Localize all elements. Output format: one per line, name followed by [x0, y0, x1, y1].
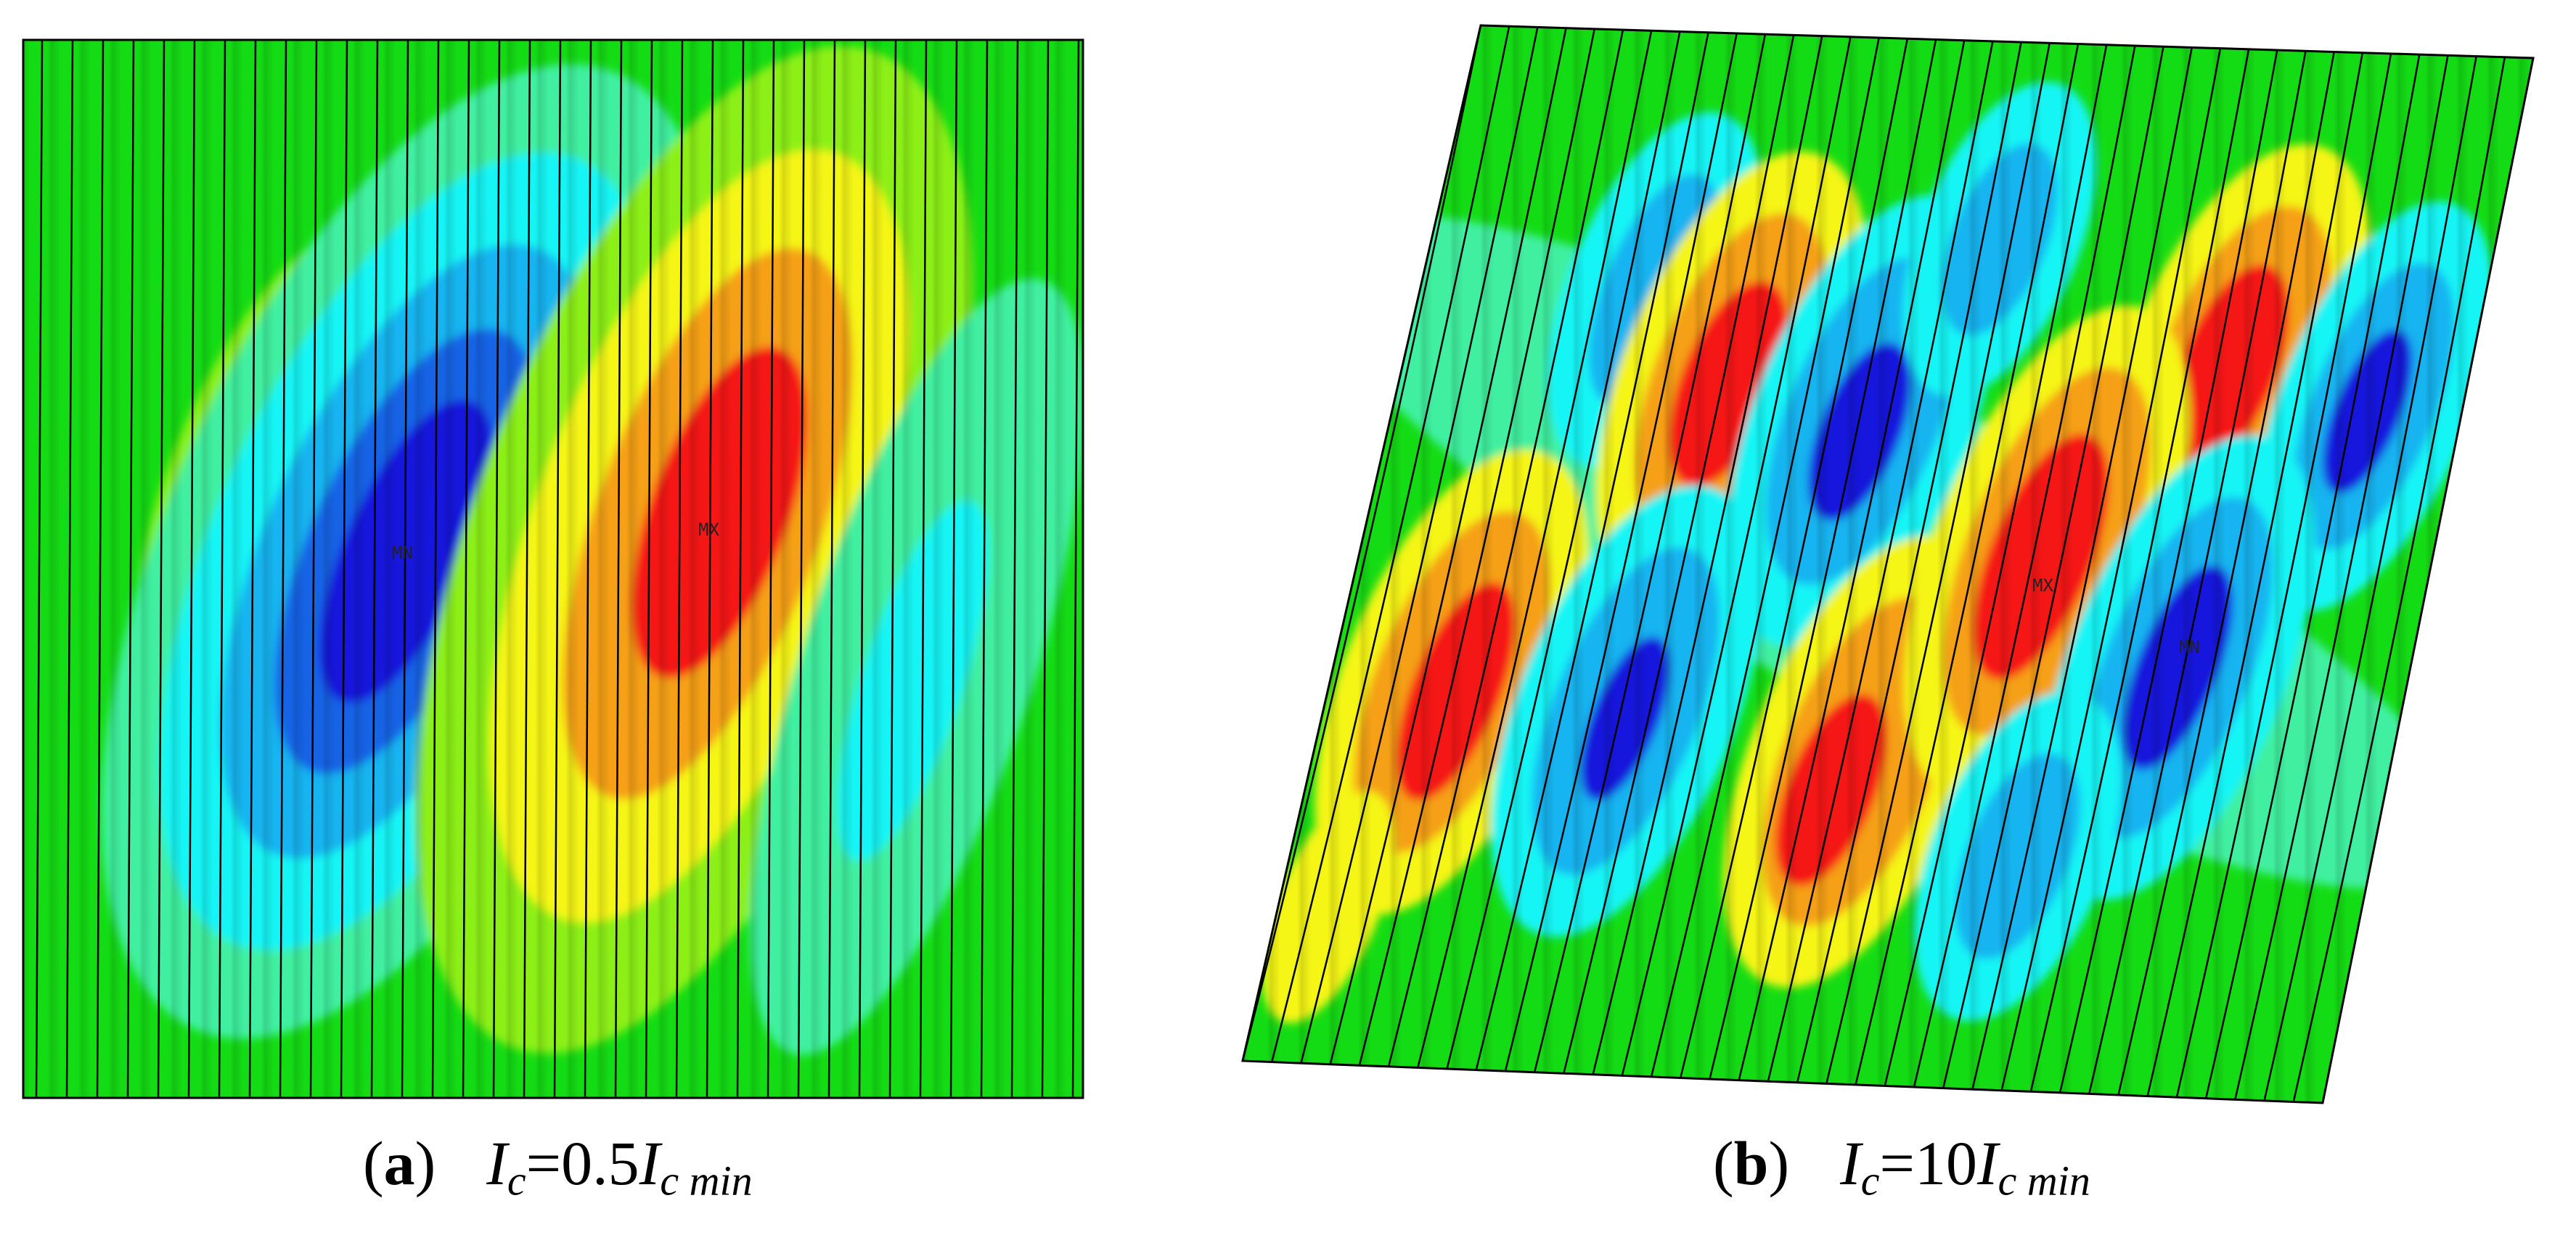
panel-b-rib-line: [1621, 36, 1852, 1076]
panel-b-rib-line: [2000, 48, 2222, 1091]
panel-a-rib-line: [858, 40, 867, 1098]
panel-a-rib-line: [949, 40, 958, 1098]
panel-b-letter: b: [1733, 1128, 1769, 1198]
panel-b-rhs-symbol: I: [1977, 1128, 1998, 1198]
panel-a-rib-line: [96, 40, 105, 1098]
panel-a-rib-line: [65, 40, 74, 1098]
panel-a-frame: [22, 38, 1084, 1099]
panel-b-rib-line: [1884, 44, 2108, 1086]
panel-b-rib-line: [1504, 33, 1738, 1072]
panel-a-letter: a: [383, 1128, 415, 1198]
panel-a-rib-line: [35, 40, 44, 1098]
panel-a-rhs-symbol: I: [639, 1128, 661, 1198]
panel-a-min-marker: MN: [392, 543, 413, 563]
panel-a-rib-line: [675, 40, 684, 1098]
panel-b-rib-line: [1855, 44, 2080, 1086]
panel-a-rib-line: [462, 40, 470, 1098]
panel-b-rib-line: [1709, 39, 1937, 1080]
panel-a-rib-line: [340, 40, 348, 1098]
panel-a-subscript: c: [507, 1157, 526, 1205]
panel-a-rib-line: [279, 40, 287, 1098]
panel-a-rib-line: [523, 40, 531, 1098]
panel-a-rib-line: [980, 40, 989, 1098]
panel-a-rib-line: [248, 40, 257, 1098]
panel-a-rib-line: [706, 40, 714, 1098]
panel-a-rib-line: [157, 40, 165, 1098]
panel-a-rib-line: [1010, 40, 1019, 1098]
panel-b-rib-line: [2029, 49, 2250, 1092]
panel-a-rib-lines: [35, 40, 1109, 1098]
panel-a-rib-line: [827, 40, 836, 1098]
panel-b-rib-line: [1417, 30, 1653, 1068]
panel-a-rib-line: [766, 40, 775, 1098]
panel-a-rib-line: [401, 40, 409, 1098]
panel-a-rib-line: [797, 40, 806, 1098]
panel-b-rhs-subscript: c min: [1998, 1157, 2090, 1205]
panel-a-rib-line: [187, 40, 196, 1098]
panel-a-rib-line: [736, 40, 745, 1098]
panel-a-rib-line: [1103, 40, 1109, 1098]
panel-b-rib-line: [1358, 28, 1595, 1066]
panel-a-rib-line: [309, 40, 318, 1098]
panel-b-rib-line: [1446, 31, 1681, 1070]
panel-b-rib-line: [2175, 53, 2392, 1098]
panel-b-caption: (b) Ic=10Ic min: [1713, 1128, 2090, 1205]
panel-b-max-marker: MX: [2032, 575, 2053, 596]
panel-b-rib-line: [1329, 28, 1567, 1065]
panel-a-rib-line: [645, 40, 653, 1098]
panel-b-value: =10: [1879, 1128, 1978, 1198]
panel-b-rib-line: [2204, 54, 2421, 1099]
panel-a-rhs-subscript: c min: [660, 1157, 753, 1205]
panel-b-rib-line: [1767, 41, 1994, 1082]
panel-b-rib-line: [1796, 41, 2022, 1083]
panel-b-rib-line: [1533, 33, 1767, 1072]
panel-b-rib-line: [2263, 56, 2477, 1102]
panel-b-rib-line: [1563, 35, 1795, 1074]
panel-a-contour-plot: MN MX: [22, 38, 1109, 1099]
panel-b-symbol: I: [1840, 1128, 1861, 1198]
panel-a-rib-line: [492, 40, 501, 1098]
panel-a-rib-line: [553, 40, 562, 1098]
panel-b-rib-line: [1913, 45, 2136, 1088]
panel-b-rib-line: [1738, 40, 1966, 1080]
panel-b-rib-line: [1300, 27, 1539, 1064]
panel-b-contour-plot: MX MN: [1241, 24, 2535, 1104]
panel-a-max-marker: MX: [698, 520, 719, 540]
panel-b-rib-line: [1650, 37, 1880, 1078]
panel-a-rib-line: [1071, 40, 1080, 1098]
panel-a-caption: (a) Ic=0.5Ic min: [363, 1128, 753, 1205]
panel-b-rib-line: [2146, 52, 2364, 1096]
panel-b-rib-line: [1271, 25, 1510, 1062]
panel-b-frame: [1241, 24, 2535, 1104]
panel-a-rib-line: [584, 40, 592, 1098]
panel-b-rib-line: [1825, 43, 2051, 1084]
panel-b-rib-line: [1971, 47, 2193, 1090]
panel-a-rib-line: [1041, 40, 1050, 1098]
panel-b-rib-line: [1475, 32, 1709, 1070]
panel-b-rib-line: [2088, 51, 2307, 1094]
panel-a-rib-line: [218, 40, 226, 1098]
panel-a-rib-line: [888, 40, 897, 1098]
panel-b-rib-line: [2292, 57, 2506, 1102]
panel-a-rib-line: [126, 40, 135, 1098]
panel-b-rib-line: [1680, 38, 1909, 1078]
panel-b-rib-line: [1592, 36, 1823, 1075]
panel-b-rib-line: [1243, 25, 1482, 1062]
panel-a-rib-line: [919, 40, 928, 1098]
panel-a-rib-line: [614, 40, 623, 1098]
panel-a-symbol: I: [486, 1128, 507, 1198]
panel-b-rib-line: [1942, 46, 2164, 1088]
panel-b-rib-line: [2234, 55, 2449, 1100]
panel-b-min-marker: MN: [2179, 637, 2200, 657]
panel-b-rib-line: [2117, 52, 2335, 1096]
panel-b-subscript: c: [1860, 1157, 1880, 1205]
panel-a-rib-line: [431, 40, 440, 1098]
panel-b-rib-line: [2058, 49, 2278, 1094]
panel-a-value: =0.5: [526, 1128, 639, 1198]
panel-b-rib-lines: [1243, 25, 2533, 1103]
panel-a-rib-line: [370, 40, 379, 1098]
panel-b-rib-line: [1387, 29, 1624, 1067]
